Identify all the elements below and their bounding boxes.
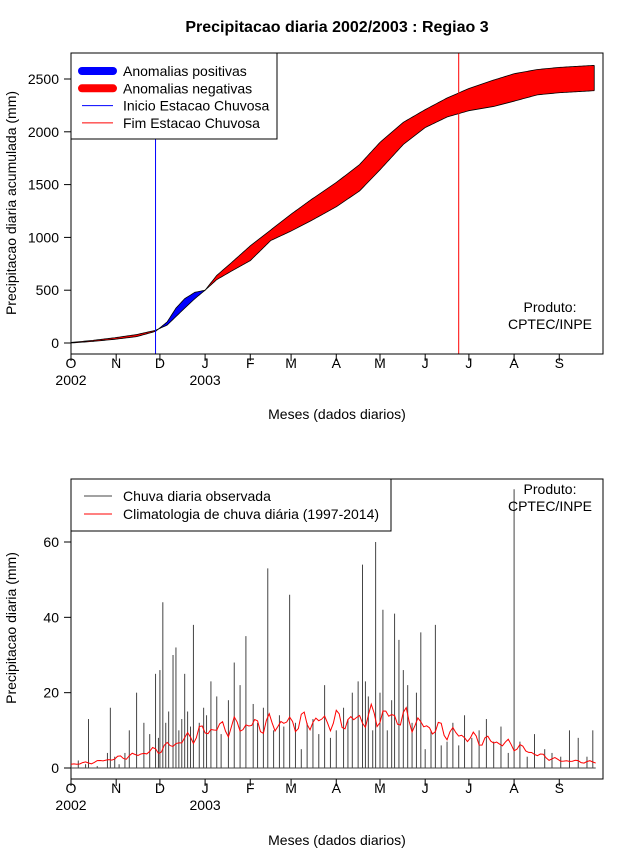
- x-tick-label: F: [246, 355, 255, 371]
- x-tick-label: J: [202, 780, 209, 796]
- product-annotation: Produto:: [524, 481, 577, 497]
- year-label: 2002: [55, 797, 86, 813]
- y-tick-label: 40: [43, 609, 59, 625]
- year-label: 2002: [55, 372, 86, 388]
- y-tick-label: 0: [51, 760, 59, 776]
- negative-anomaly-area: [205, 65, 595, 291]
- x-axis-label: Meses (dados diarios): [268, 832, 406, 848]
- legend-label: Anomalias positivas: [123, 63, 247, 79]
- y-axis-label: Precipitacao diaria (mm): [3, 552, 19, 704]
- x-tick-label: S: [555, 355, 564, 371]
- x-tick-label: A: [509, 780, 519, 796]
- legend-label: Inicio Estacao Chuvosa: [123, 98, 270, 114]
- x-tick-label: J: [202, 355, 209, 371]
- product-annotation: CPTEC/INPE: [508, 498, 592, 514]
- daily-plot-area: O N D J F M A M J J A S 2002 2003 0 20 40 60 Chuva diaria …: [43, 478, 604, 813]
- chart-title: Precipitacao diaria 2002/2003 : Regiao 3: [185, 19, 488, 36]
- x-tick-label: J: [465, 355, 472, 371]
- y-tick-label: 1500: [28, 177, 59, 193]
- x-tick-label: A: [332, 355, 342, 371]
- x-tick-label: S: [555, 780, 564, 796]
- x-tick-label: F: [246, 780, 255, 796]
- y-tick-label: 60: [43, 534, 59, 550]
- climatology-line: [70, 702, 596, 765]
- positive-anomaly-area: [159, 290, 204, 329]
- x-tick-label: O: [66, 355, 77, 371]
- y-axis-label: Precipitacao diaria acumulada (mm): [3, 91, 19, 315]
- legend: Chuva diaria observada Climatologia de ch…: [70, 478, 392, 532]
- legend-label: Climatologia de chuva diária (1997-2014): [123, 506, 379, 522]
- legend-label: Chuva diaria observada: [123, 488, 271, 504]
- y-tick-label: 500: [36, 282, 60, 298]
- y-tick-label: 0: [51, 335, 59, 351]
- cumulative-plot-area: O N D J F M A M J J A S 2002 2003 0 500 1000 1500 2000 2500…: [28, 52, 604, 388]
- legend-box: [70, 478, 392, 532]
- y-tick-label: 20: [43, 685, 59, 701]
- legend-label: Anomalias negativas: [123, 80, 252, 96]
- year-label: 2003: [190, 372, 221, 388]
- y-tick-label: 1000: [28, 229, 59, 245]
- year-label: 2003: [190, 797, 221, 813]
- x-tick-label: A: [509, 355, 519, 371]
- x-tick-label: M: [285, 355, 297, 371]
- x-tick-label: J: [465, 780, 472, 796]
- y-tick-label: 2500: [28, 71, 59, 87]
- x-tick-label: O: [66, 780, 77, 796]
- x-tick-label: J: [422, 780, 429, 796]
- x-tick-label: D: [155, 780, 165, 796]
- x-tick-label: M: [285, 780, 297, 796]
- legend-label: Fim Estacao Chuvosa: [123, 115, 260, 131]
- product-annotation: Produto:: [524, 299, 577, 315]
- cumulative-chart: Precipitacao diaria 2002/2003 : Regiao 3…: [3, 19, 604, 422]
- y-tick-label: 2000: [28, 124, 59, 140]
- x-tick-label: M: [374, 355, 386, 371]
- plot-frame: [70, 52, 604, 355]
- x-tick-label: D: [155, 355, 165, 371]
- x-axis-label: Meses (dados diarios): [268, 406, 406, 422]
- daily-chart: O N D J F M A M J J A S 2002 2003 0 20 40 60 Chuva diaria …: [3, 478, 604, 848]
- x-tick-label: N: [111, 355, 121, 371]
- product-annotation: CPTEC/INPE: [508, 316, 592, 332]
- x-tick-label: A: [332, 780, 342, 796]
- climatology-cumulative-line: [70, 64, 595, 343]
- x-tick-label: N: [111, 780, 121, 796]
- x-tick-label: J: [422, 355, 429, 371]
- x-tick-label: M: [374, 780, 386, 796]
